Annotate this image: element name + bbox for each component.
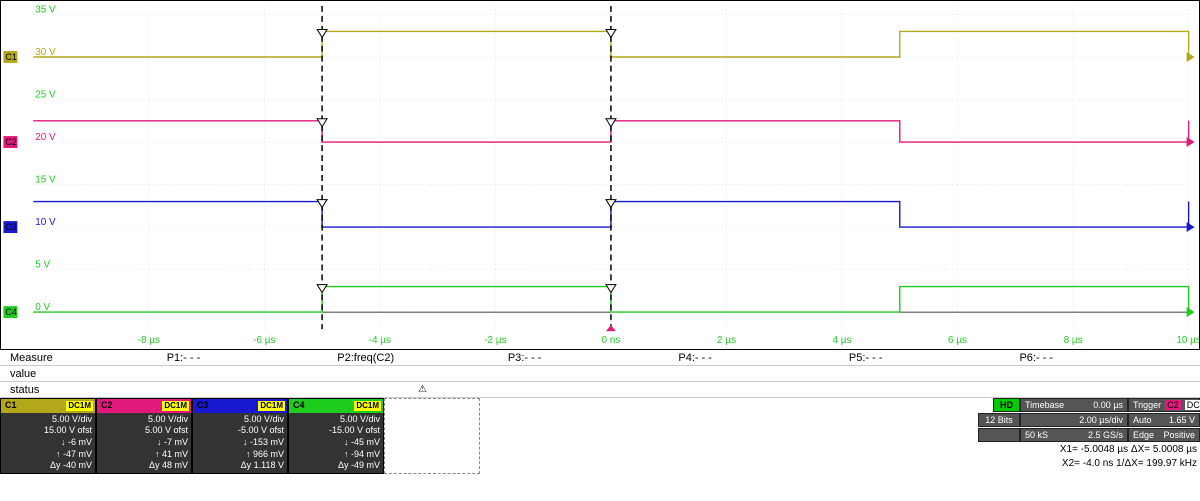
svg-text:C3: C3 [5,222,16,232]
measure-p3[interactable]: P3:- - - [508,352,679,364]
bottom-panel: C1 DC1M 5.00 V/div 15.00 V ofst ↓ -6 mV … [0,398,1200,474]
svg-text:6 µs: 6 µs [948,335,967,346]
status-label: status [10,384,167,396]
measure-header-row: Measure P1:- - - P2:freq(C2) P3:- - - P4… [0,350,1200,366]
svg-text:-8 µs: -8 µs [138,335,160,346]
svg-text:8 µs: 8 µs [1064,335,1083,346]
trigger-mode-cell[interactable]: Auto 1.65 V [1128,413,1200,427]
measure-p2[interactable]: P2:freq(C2) [337,352,508,364]
measure-status-row: status ⚠ [0,382,1200,398]
coupling-badge: DC1M [66,401,93,411]
waveform-svg: 35 V30 V25 V20 V15 V10 V5 V0 V-8 µs-6 µs… [1,1,1199,349]
svg-text:2 µs: 2 µs [717,335,736,346]
oscilloscope-screenshot: 35 V30 V25 V20 V15 V10 V5 V0 V-8 µs-6 µs… [0,0,1200,474]
measure-label: Measure [10,352,167,364]
svg-text:C2: C2 [5,137,16,147]
channel-box-c4[interactable]: C4 DC1M 5.00 V/div -15.00 V ofst ↓ -45 m… [288,398,384,474]
channel-box-c1[interactable]: C1 DC1M 5.00 V/div 15.00 V ofst ↓ -6 mV … [0,398,96,474]
svg-text:20 V: 20 V [35,132,56,143]
channel-box-c2[interactable]: C2 DC1M 5.00 V/div 5.00 V ofst ↓ -7 mV ↑… [96,398,192,474]
svg-text:5 V: 5 V [35,260,50,271]
trigger-cell[interactable]: Trigger C2DC [1128,398,1200,412]
channel-label: C3 [195,400,211,412]
sample-cell: 50 kS 2.5 GS/s [1020,428,1128,442]
timebase-div-cell: 2.00 µs/div [1020,413,1128,427]
svg-text:15 V: 15 V [35,175,56,186]
cursor-readout-1: X1= -5.0048 µs ΔX= 5.0008 µs [1057,443,1200,456]
warning-icon: ⚠ [337,384,508,395]
svg-text:4 µs: 4 µs [833,335,852,346]
svg-text:25 V: 25 V [35,90,56,101]
channel-info-boxes: C1 DC1M 5.00 V/div 15.00 V ofst ↓ -6 mV … [0,398,480,474]
channel-label: C2 [99,400,115,412]
svg-text:-2 µs: -2 µs [484,335,506,346]
svg-text:C4: C4 [5,307,16,317]
channel-box-c3[interactable]: C3 DC1M 5.00 V/div -5.00 V ofst ↓ -153 m… [192,398,288,474]
measure-value-row: value [0,366,1200,382]
channel-label: C1 [3,400,19,412]
coupling-badge: DC1M [354,401,381,411]
bits-cell: 12 Bits [978,413,1020,427]
value-label: value [10,368,167,380]
empty-channel-slot[interactable] [384,398,480,474]
svg-text:10 µs: 10 µs [1176,335,1199,346]
coupling-badge: DC1M [162,401,189,411]
svg-text:C1: C1 [5,52,16,62]
svg-text:-4 µs: -4 µs [369,335,391,346]
cursor-readout-2: X2= -4.0 ns 1/ΔX= 199.97 kHz [1059,457,1200,470]
svg-text:10 V: 10 V [35,217,56,228]
measure-p4[interactable]: P4:- - - [678,352,849,364]
trigger-source-badge: C2 [1165,400,1181,410]
trigger-edge-cell[interactable]: Edge Positive [1128,428,1200,442]
svg-text:35 V: 35 V [35,4,56,15]
measure-p1[interactable]: P1:- - - [167,352,338,364]
measure-p5[interactable]: P5:- - - [849,352,1020,364]
svg-text:-6 µs: -6 µs [253,335,275,346]
waveform-display[interactable]: 35 V30 V25 V20 V15 V10 V5 V0 V-8 µs-6 µs… [0,0,1200,350]
svg-text:0 ns: 0 ns [602,335,621,346]
channel-label: C4 [291,400,307,412]
acquisition-panel: HD Timebase 0.00 µs Trigger C2DC 12 Bits… [978,398,1200,474]
coupling-badge: DC1M [258,401,285,411]
timebase-cell[interactable]: Timebase 0.00 µs [1020,398,1128,412]
hd-badge: HD [993,398,1020,412]
measure-p6[interactable]: P6:- - - [1019,352,1190,364]
